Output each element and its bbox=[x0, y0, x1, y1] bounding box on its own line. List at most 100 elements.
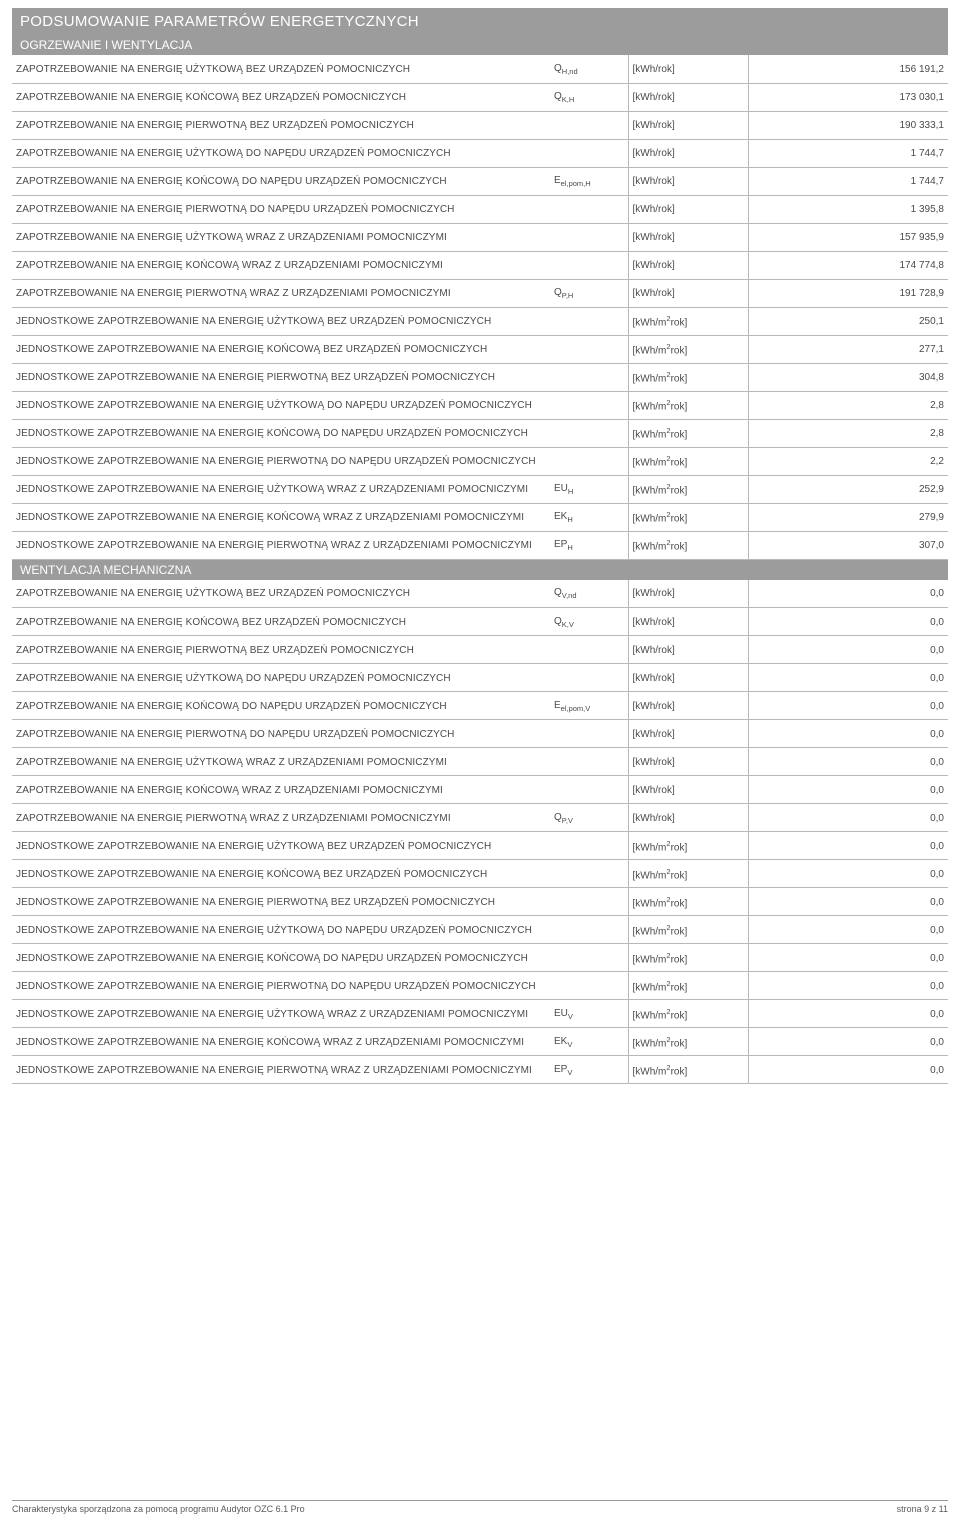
row-unit: [kWh/m2rok] bbox=[628, 972, 748, 1000]
row-label: ZAPOTRZEBOWANIE NA ENERGIĘ UŻYTKOWĄ BEZ … bbox=[12, 55, 550, 83]
table-row: JEDNOSTKOWE ZAPOTRZEBOWANIE NA ENERGIĘ U… bbox=[12, 916, 948, 944]
row-value: 0,0 bbox=[748, 664, 948, 692]
row-value: 277,1 bbox=[748, 335, 948, 363]
row-value: 252,9 bbox=[748, 475, 948, 503]
table-row: ZAPOTRZEBOWANIE NA ENERGIĘ KOŃCOWĄ DO NA… bbox=[12, 167, 948, 195]
row-value: 157 935,9 bbox=[748, 223, 948, 251]
row-value: 0,0 bbox=[748, 832, 948, 860]
row-label: JEDNOSTKOWE ZAPOTRZEBOWANIE NA ENERGIĘ K… bbox=[12, 944, 550, 972]
row-symbol bbox=[550, 447, 628, 475]
row-value: 0,0 bbox=[748, 1028, 948, 1056]
row-unit: [kWh/rok] bbox=[628, 111, 748, 139]
table-row: JEDNOSTKOWE ZAPOTRZEBOWANIE NA ENERGIĘ P… bbox=[12, 972, 948, 1000]
row-symbol bbox=[550, 139, 628, 167]
row-value: 0,0 bbox=[748, 636, 948, 664]
row-symbol: QK,V bbox=[550, 608, 628, 636]
row-symbol bbox=[550, 335, 628, 363]
row-value: 1 395,8 bbox=[748, 195, 948, 223]
table-row: JEDNOSTKOWE ZAPOTRZEBOWANIE NA ENERGIĘ P… bbox=[12, 447, 948, 475]
table-row: ZAPOTRZEBOWANIE NA ENERGIĘ PIERWOTNĄ DO … bbox=[12, 195, 948, 223]
row-value: 0,0 bbox=[748, 1000, 948, 1028]
table-row: JEDNOSTKOWE ZAPOTRZEBOWANIE NA ENERGIĘ K… bbox=[12, 1028, 948, 1056]
row-unit: [kWh/rok] bbox=[628, 279, 748, 307]
row-label: JEDNOSTKOWE ZAPOTRZEBOWANIE NA ENERGIĘ U… bbox=[12, 391, 550, 419]
row-label: JEDNOSTKOWE ZAPOTRZEBOWANIE NA ENERGIĘ K… bbox=[12, 419, 550, 447]
row-label: JEDNOSTKOWE ZAPOTRZEBOWANIE NA ENERGIĘ K… bbox=[12, 1028, 550, 1056]
row-label: ZAPOTRZEBOWANIE NA ENERGIĘ PIERWOTNĄ WRA… bbox=[12, 279, 550, 307]
table-row: ZAPOTRZEBOWANIE NA ENERGIĘ UŻYTKOWĄ BEZ … bbox=[12, 55, 948, 83]
table-row: ZAPOTRZEBOWANIE NA ENERGIĘ KOŃCOWĄ BEZ U… bbox=[12, 83, 948, 111]
table-row: JEDNOSTKOWE ZAPOTRZEBOWANIE NA ENERGIĘ U… bbox=[12, 391, 948, 419]
row-symbol bbox=[550, 111, 628, 139]
row-label: JEDNOSTKOWE ZAPOTRZEBOWANIE NA ENERGIĘ P… bbox=[12, 531, 550, 559]
row-symbol: QH,nd bbox=[550, 55, 628, 83]
row-value: 173 030,1 bbox=[748, 83, 948, 111]
row-value: 2,2 bbox=[748, 447, 948, 475]
row-label: ZAPOTRZEBOWANIE NA ENERGIĘ PIERWOTNĄ DO … bbox=[12, 195, 550, 223]
row-value: 2,8 bbox=[748, 419, 948, 447]
table-row: ZAPOTRZEBOWANIE NA ENERGIĘ UŻYTKOWĄ WRAZ… bbox=[12, 748, 948, 776]
row-unit: [kWh/rok] bbox=[628, 748, 748, 776]
row-label: ZAPOTRZEBOWANIE NA ENERGIĘ UŻYTKOWĄ DO N… bbox=[12, 139, 550, 167]
row-label: JEDNOSTKOWE ZAPOTRZEBOWANIE NA ENERGIĘ U… bbox=[12, 1000, 550, 1028]
row-symbol: Eel,pom,V bbox=[550, 692, 628, 720]
row-label: ZAPOTRZEBOWANIE NA ENERGIĘ KOŃCOWĄ DO NA… bbox=[12, 167, 550, 195]
row-value: 0,0 bbox=[748, 776, 948, 804]
table-row: JEDNOSTKOWE ZAPOTRZEBOWANIE NA ENERGIĘ K… bbox=[12, 503, 948, 531]
row-unit: [kWh/rok] bbox=[628, 664, 748, 692]
row-unit: [kWh/rok] bbox=[628, 195, 748, 223]
row-label: ZAPOTRZEBOWANIE NA ENERGIĘ KOŃCOWĄ WRAZ … bbox=[12, 251, 550, 279]
row-unit: [kWh/rok] bbox=[628, 83, 748, 111]
table-row: JEDNOSTKOWE ZAPOTRZEBOWANIE NA ENERGIĘ K… bbox=[12, 335, 948, 363]
table-row: JEDNOSTKOWE ZAPOTRZEBOWANIE NA ENERGIĘ K… bbox=[12, 944, 948, 972]
row-unit: [kWh/rok] bbox=[628, 636, 748, 664]
row-unit: [kWh/m2rok] bbox=[628, 832, 748, 860]
row-unit: [kWh/rok] bbox=[628, 720, 748, 748]
row-unit: [kWh/m2rok] bbox=[628, 860, 748, 888]
row-symbol bbox=[550, 916, 628, 944]
row-label: ZAPOTRZEBOWANIE NA ENERGIĘ UŻYTKOWĄ DO N… bbox=[12, 664, 550, 692]
row-symbol bbox=[550, 363, 628, 391]
table-row: JEDNOSTKOWE ZAPOTRZEBOWANIE NA ENERGIĘ U… bbox=[12, 475, 948, 503]
table-row: JEDNOSTKOWE ZAPOTRZEBOWANIE NA ENERGIĘ P… bbox=[12, 1056, 948, 1084]
row-unit: [kWh/rok] bbox=[628, 139, 748, 167]
table-row: JEDNOSTKOWE ZAPOTRZEBOWANIE NA ENERGIĘ P… bbox=[12, 531, 948, 559]
table-row: ZAPOTRZEBOWANIE NA ENERGIĘ PIERWOTNĄ WRA… bbox=[12, 279, 948, 307]
table-row: ZAPOTRZEBOWANIE NA ENERGIĘ PIERWOTNĄ WRA… bbox=[12, 804, 948, 832]
row-symbol: EPV bbox=[550, 1056, 628, 1084]
row-symbol bbox=[550, 972, 628, 1000]
row-value: 0,0 bbox=[748, 804, 948, 832]
row-unit: [kWh/m2rok] bbox=[628, 419, 748, 447]
row-label: JEDNOSTKOWE ZAPOTRZEBOWANIE NA ENERGIĘ K… bbox=[12, 335, 550, 363]
row-unit: [kWh/m2rok] bbox=[628, 307, 748, 335]
row-value: 191 728,9 bbox=[748, 279, 948, 307]
row-symbol: QP,H bbox=[550, 279, 628, 307]
row-unit: [kWh/m2rok] bbox=[628, 1056, 748, 1084]
table-row: JEDNOSTKOWE ZAPOTRZEBOWANIE NA ENERGIĘ U… bbox=[12, 832, 948, 860]
row-label: ZAPOTRZEBOWANIE NA ENERGIĘ PIERWOTNĄ BEZ… bbox=[12, 636, 550, 664]
row-unit: [kWh/rok] bbox=[628, 167, 748, 195]
row-value: 1 744,7 bbox=[748, 167, 948, 195]
row-value: 250,1 bbox=[748, 307, 948, 335]
row-label: JEDNOSTKOWE ZAPOTRZEBOWANIE NA ENERGIĘ P… bbox=[12, 972, 550, 1000]
row-label: JEDNOSTKOWE ZAPOTRZEBOWANIE NA ENERGIĘ K… bbox=[12, 860, 550, 888]
row-label: JEDNOSTKOWE ZAPOTRZEBOWANIE NA ENERGIĘ P… bbox=[12, 447, 550, 475]
row-symbol: QP,V bbox=[550, 804, 628, 832]
row-symbol bbox=[550, 860, 628, 888]
row-unit: [kWh/m2rok] bbox=[628, 531, 748, 559]
page-footer: Charakterystyka sporządzona za pomocą pr… bbox=[12, 1500, 948, 1514]
footer-left: Charakterystyka sporządzona za pomocą pr… bbox=[12, 1504, 305, 1514]
table-row: ZAPOTRZEBOWANIE NA ENERGIĘ KOŃCOWĄ BEZ U… bbox=[12, 608, 948, 636]
row-symbol: QV,nd bbox=[550, 580, 628, 608]
row-label: ZAPOTRZEBOWANIE NA ENERGIĘ UŻYTKOWĄ WRAZ… bbox=[12, 223, 550, 251]
row-value: 174 774,8 bbox=[748, 251, 948, 279]
row-symbol bbox=[550, 307, 628, 335]
row-unit: [kWh/rok] bbox=[628, 804, 748, 832]
row-symbol bbox=[550, 419, 628, 447]
row-label: ZAPOTRZEBOWANIE NA ENERGIĘ KOŃCOWĄ WRAZ … bbox=[12, 776, 550, 804]
row-unit: [kWh/rok] bbox=[628, 776, 748, 804]
row-unit: [kWh/m2rok] bbox=[628, 335, 748, 363]
row-unit: [kWh/m2rok] bbox=[628, 503, 748, 531]
row-label: ZAPOTRZEBOWANIE NA ENERGIĘ PIERWOTNĄ WRA… bbox=[12, 804, 550, 832]
row-symbol: EUV bbox=[550, 1000, 628, 1028]
